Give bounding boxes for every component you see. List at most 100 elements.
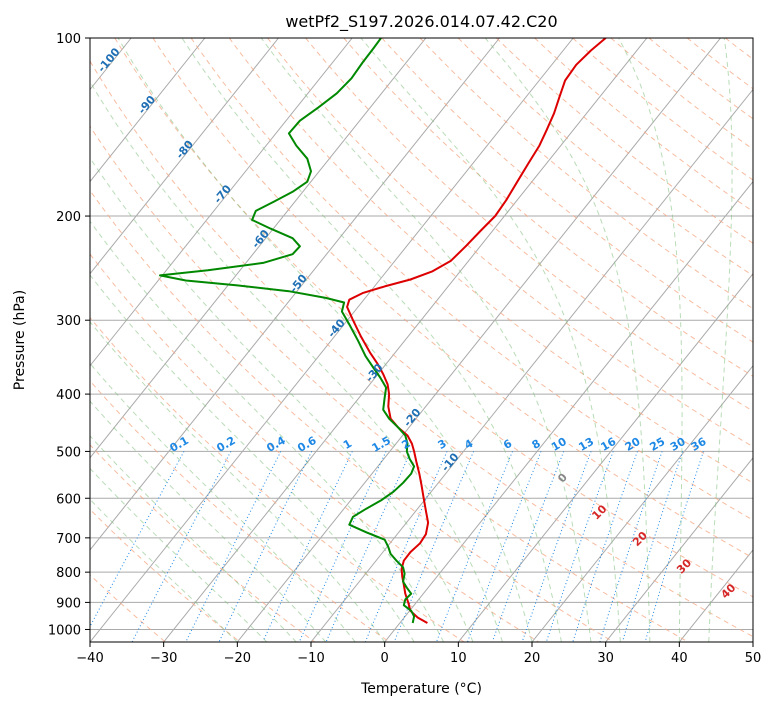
mixing-ratio-line	[599, 451, 663, 642]
y-tick-label: 300	[56, 314, 81, 329]
profile-line	[346, 38, 607, 624]
dry-adiabat	[90, 125, 689, 642]
dry-adiabat	[305, 38, 753, 412]
x-tick-label: 50	[745, 651, 762, 666]
isotherm-line	[90, 38, 353, 367]
mixing-ratio-line	[262, 451, 353, 642]
moist-adiabat	[90, 321, 386, 642]
dry-adiabat-label: -60	[249, 227, 272, 251]
moist-adiabat	[90, 400, 327, 642]
isotherm-line	[90, 38, 500, 551]
dry-adiabat	[228, 38, 753, 484]
x-axis: −40 −30 −20 −10 0 10 20 30 40 50	[76, 642, 761, 666]
moist-adiabat	[260, 38, 592, 642]
moist-adiabat	[484, 38, 651, 642]
isotherm-line	[90, 38, 574, 642]
isotherm-line	[90, 38, 279, 275]
x-tick-label: 20	[524, 651, 541, 666]
moist-adiabat	[90, 274, 415, 642]
x-tick-label: 30	[597, 651, 614, 666]
dry-adiabat	[90, 189, 614, 642]
dry-adiabat	[648, 38, 753, 120]
dry-adiabat	[381, 38, 753, 343]
dry-adiabat-label: -70	[211, 182, 234, 206]
dry-adiabat	[419, 38, 753, 310]
plot-frame	[89, 37, 754, 643]
moist-adiabat	[181, 38, 562, 642]
mixing-ratio-label: 8	[530, 437, 543, 452]
dry-adiabat	[114, 38, 753, 598]
dry-adiabat	[457, 38, 753, 277]
mixing-ratio-line	[298, 451, 387, 642]
isotherm-line	[605, 457, 753, 642]
mixing-ratio-line	[218, 451, 313, 642]
moist-adiabat-label: 0	[555, 471, 570, 486]
moist-adiabat	[90, 435, 297, 642]
dry-adiabat	[90, 316, 465, 642]
mixing-ratio-label: 1	[341, 437, 354, 452]
y-tick-label: 500	[56, 445, 81, 460]
chart-title: wetPf2_S197.2026.014.07.42.C20	[285, 12, 557, 32]
moist-adiabat	[90, 220, 445, 642]
mixing-ratio-line	[491, 451, 565, 642]
dry-adiabat	[90, 380, 390, 642]
x-tick-label: −20	[224, 651, 251, 666]
mixing-ratio-line	[572, 451, 638, 642]
isotherm-line	[0, 38, 58, 642]
mixing-ratio-label: 6	[501, 437, 514, 452]
mixing-ratio-label: 3	[436, 437, 449, 452]
moist-adiabat-label: 40	[718, 581, 738, 601]
y-tick-label: 1000	[48, 623, 81, 638]
y-axis-label: Pressure (hPa)	[12, 290, 28, 390]
isotherm-line	[310, 88, 753, 642]
dry-adiabat-label: -100	[95, 45, 123, 75]
isotherm-line	[163, 38, 648, 642]
moist-adiabat	[90, 362, 356, 642]
moist-adiabat	[618, 38, 683, 642]
moist-adiabat	[117, 38, 533, 642]
moist-adiabat	[708, 38, 733, 642]
y-tick-label: 700	[56, 532, 81, 547]
y-tick-label: 400	[56, 388, 81, 403]
dry-adiabat	[90, 60, 753, 638]
x-tick-label: 40	[671, 651, 688, 666]
background-lines	[0, 38, 775, 642]
mixing-ratio-line	[467, 451, 542, 642]
dry-adiabat-label: -10	[439, 450, 462, 474]
dry-adiabat-label: -90	[135, 93, 158, 117]
mixing-ratio-line	[545, 451, 614, 642]
moist-adiabat-label: 20	[630, 529, 650, 549]
isotherm-line	[678, 549, 753, 642]
y-tick-label: 800	[56, 566, 81, 581]
line-labels: 0.1 0.2 0.4 0.6 1 1.5 2 3 4 6 8 10 13 16 20 25 30 36-100-…	[95, 45, 739, 601]
moist-adiabat	[360, 38, 621, 642]
mixing-ratio-line	[435, 451, 513, 642]
dry-adiabat	[90, 253, 540, 642]
dry-adiabat	[267, 38, 753, 448]
mixing-ratio-label: 2	[399, 437, 412, 452]
series-layer	[159, 38, 607, 624]
mixing-ratio-line	[131, 451, 232, 642]
moist-adiabat-label: 10	[589, 502, 609, 522]
isotherm-line	[457, 272, 753, 642]
isotherm-line	[531, 364, 753, 642]
y-axis: 1000 900 800 700 600 500 400 300 200 100	[48, 32, 90, 638]
dry-adiabat	[610, 38, 753, 150]
dry-adiabat	[190, 38, 753, 521]
isotherm-line	[752, 641, 753, 642]
dry-adiabat	[152, 38, 753, 559]
y-tick-label: 200	[56, 210, 81, 225]
dry-adiabat-label: -80	[173, 138, 196, 162]
y-tick-label: 600	[56, 492, 81, 507]
mixing-ratio-line	[393, 451, 475, 642]
dry-adiabat	[764, 38, 775, 642]
x-tick-label: 10	[450, 651, 467, 666]
dry-adiabat	[90, 444, 315, 642]
isotherm-line	[90, 38, 206, 183]
mixing-ratio-line	[621, 451, 684, 642]
x-tick-label: −10	[297, 651, 324, 666]
mixing-ratio-line	[90, 451, 185, 628]
moist-adiabat-label: 30	[674, 556, 694, 576]
mixing-ratio-line	[185, 451, 282, 642]
